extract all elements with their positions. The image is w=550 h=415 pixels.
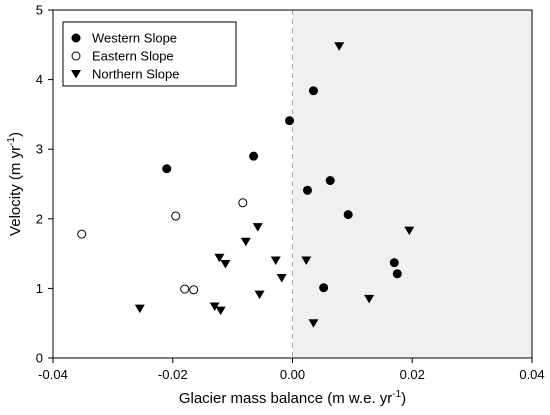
eastern-slope-point: [180, 284, 190, 294]
western-slope-point: [325, 176, 335, 186]
eastern-slope-point: [238, 198, 248, 208]
x-tick-label: -0.02: [158, 367, 188, 382]
northern-slope-point: [334, 42, 345, 51]
eastern-slope-point: [77, 229, 87, 239]
y-tick-label: 3: [36, 142, 43, 157]
western-slope-point: [285, 116, 295, 126]
northern-slope-point: [214, 253, 225, 263]
northern-slope-point: [276, 273, 287, 283]
plot-frame: [52, 9, 533, 359]
northern-slope-point: [252, 223, 263, 232]
eastern-slope-point: [171, 211, 181, 221]
plot-background: [53, 10, 532, 358]
western-slope-point: [319, 283, 329, 293]
x-tick-label: -0.04: [38, 367, 68, 382]
western-slope-point: [249, 151, 259, 161]
western-slope-point: [392, 269, 402, 279]
legend-label-northern-slope: Northern Slope: [92, 67, 179, 82]
northern-slope-point: [215, 306, 226, 316]
legend-marker-western-slope: [71, 33, 81, 43]
northern-slope-point: [209, 302, 220, 311]
y-axis-title: Velocity (m yr-1): [6, 132, 24, 236]
y-tick-label: 5: [36, 3, 43, 18]
y-tick-label: 1: [36, 281, 43, 296]
northern-slope-point: [254, 290, 265, 300]
northern-slope-point: [220, 260, 231, 269]
northern-slope-point: [308, 319, 319, 328]
northern-slope-point: [364, 294, 375, 304]
northern-slope-point: [240, 237, 251, 247]
legend-marker-eastern-slope: [71, 51, 81, 61]
northern-slope-point: [301, 256, 312, 266]
legend-label-eastern-slope: Eastern Slope: [92, 49, 174, 64]
y-axis-ticks: 0 1 2 3 4 5: [36, 3, 53, 366]
x-axis-ticks: -0.04 -0.02 0.00 0.02 0.04: [38, 358, 545, 382]
y-tick-label: 2: [36, 211, 43, 226]
legend: Western Slope Eastern Slope Northern Slope: [62, 21, 237, 87]
legend-box: [62, 21, 237, 87]
x-tick-label: 0.02: [400, 367, 425, 382]
northern-slope-point: [134, 304, 145, 314]
western-slope-point: [343, 210, 353, 220]
x-tick-label: 0.00: [280, 367, 305, 382]
x-axis-title: Glacier mass balance (m w.e. yr-1): [179, 389, 406, 407]
northern-slope-point: [270, 256, 281, 266]
western-slope-point: [308, 86, 318, 96]
y-tick-label: 0: [36, 351, 43, 366]
y-tick-label: 4: [36, 72, 43, 87]
data-markers: [77, 42, 415, 328]
western-slope-point: [389, 258, 399, 268]
eastern-slope-point: [189, 285, 199, 295]
northern-slope-point: [404, 226, 415, 236]
western-slope-point: [162, 164, 172, 174]
legend-marker-northern-slope: [71, 70, 81, 79]
x-tick-label: 0.04: [519, 367, 544, 382]
western-slope-point: [302, 185, 312, 195]
legend-label-western-slope: Western Slope: [92, 31, 177, 46]
